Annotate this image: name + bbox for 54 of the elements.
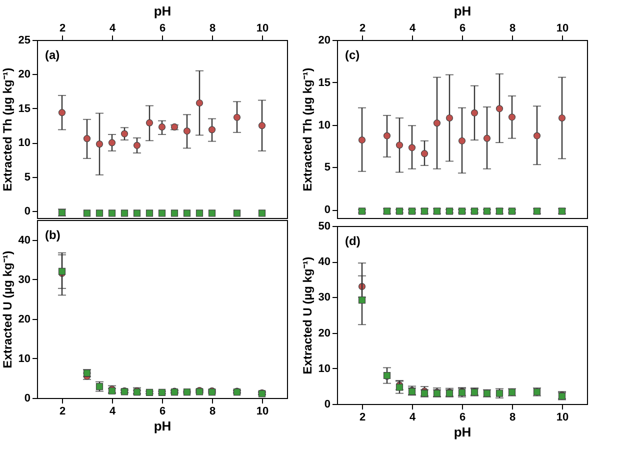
x-tick-label: 6 [459, 22, 466, 34]
x-tick-label: 6 [159, 406, 166, 418]
x-tick-label: 4 [409, 22, 416, 34]
y-tick-label: 10 [318, 119, 330, 132]
y-axis-title: Extracted Th (µg kg⁻¹) [0, 68, 14, 192]
y-tick-label: 50 [318, 220, 330, 232]
x-tick-label: 2 [59, 22, 66, 34]
annotation: (c) [345, 48, 360, 62]
x-tick-label: 4 [109, 22, 116, 34]
x-tick-label: 8 [509, 412, 516, 424]
x-tick-label: 4 [409, 412, 416, 424]
x-tick-label: 2 [59, 406, 66, 418]
y-tick-label: 10 [318, 362, 330, 375]
x-tick-label: 8 [209, 406, 216, 418]
x-tick-label: 10 [256, 22, 269, 34]
y-axis-title: Extracted U (µg kg⁻¹) [300, 256, 314, 374]
x-tick-label: 8 [209, 22, 216, 34]
annotation: (d) [345, 234, 360, 248]
y-tick-label: 40 [18, 234, 30, 246]
y-axis-title: Extracted U (µg kg⁻¹) [0, 250, 14, 368]
y-tick-label: 15 [18, 102, 30, 115]
x-tick-label: 10 [556, 412, 569, 424]
y-tick-label: 10 [18, 352, 30, 365]
annotation: (b) [45, 228, 60, 242]
y-tick-label: 40 [318, 256, 330, 268]
x-tick-label: 2 [359, 22, 366, 34]
y-tick-label: 20 [18, 313, 30, 326]
x-axis-title: pH [454, 424, 472, 440]
x-tick-label: 6 [459, 412, 466, 424]
y-tick-label: 5 [324, 162, 330, 174]
x-axis-title: pH [154, 4, 172, 18]
annotation: (a) [45, 48, 60, 62]
y-tick-label: 30 [318, 292, 330, 304]
y-tick-label: 20 [318, 34, 330, 46]
x-tick-label: 2 [359, 412, 366, 424]
y-tick-label: 0 [24, 392, 30, 404]
x-axis-title: pH [154, 418, 172, 434]
y-tick-label: 0 [324, 204, 330, 216]
y-tick-label: 0 [24, 206, 30, 218]
x-tick-label: 4 [109, 406, 116, 418]
y-tick-label: 10 [18, 137, 30, 150]
y-tick-label: 20 [18, 68, 30, 81]
y-tick-label: 25 [18, 34, 30, 46]
x-tick-label: 10 [256, 406, 269, 418]
y-tick-label: 20 [318, 327, 330, 340]
y-tick-label: 5 [24, 171, 30, 184]
x-tick-label: 10 [556, 22, 569, 34]
y-axis-title: Extracted Th (µg kg⁻¹) [300, 68, 314, 192]
x-axis-title: pH [454, 4, 472, 18]
y-tick-label: 0 [324, 398, 330, 410]
y-tick-label: 15 [318, 76, 330, 89]
x-tick-label: 6 [159, 22, 166, 34]
x-tick-label: 8 [509, 22, 516, 34]
y-tick-label: 30 [18, 274, 30, 286]
